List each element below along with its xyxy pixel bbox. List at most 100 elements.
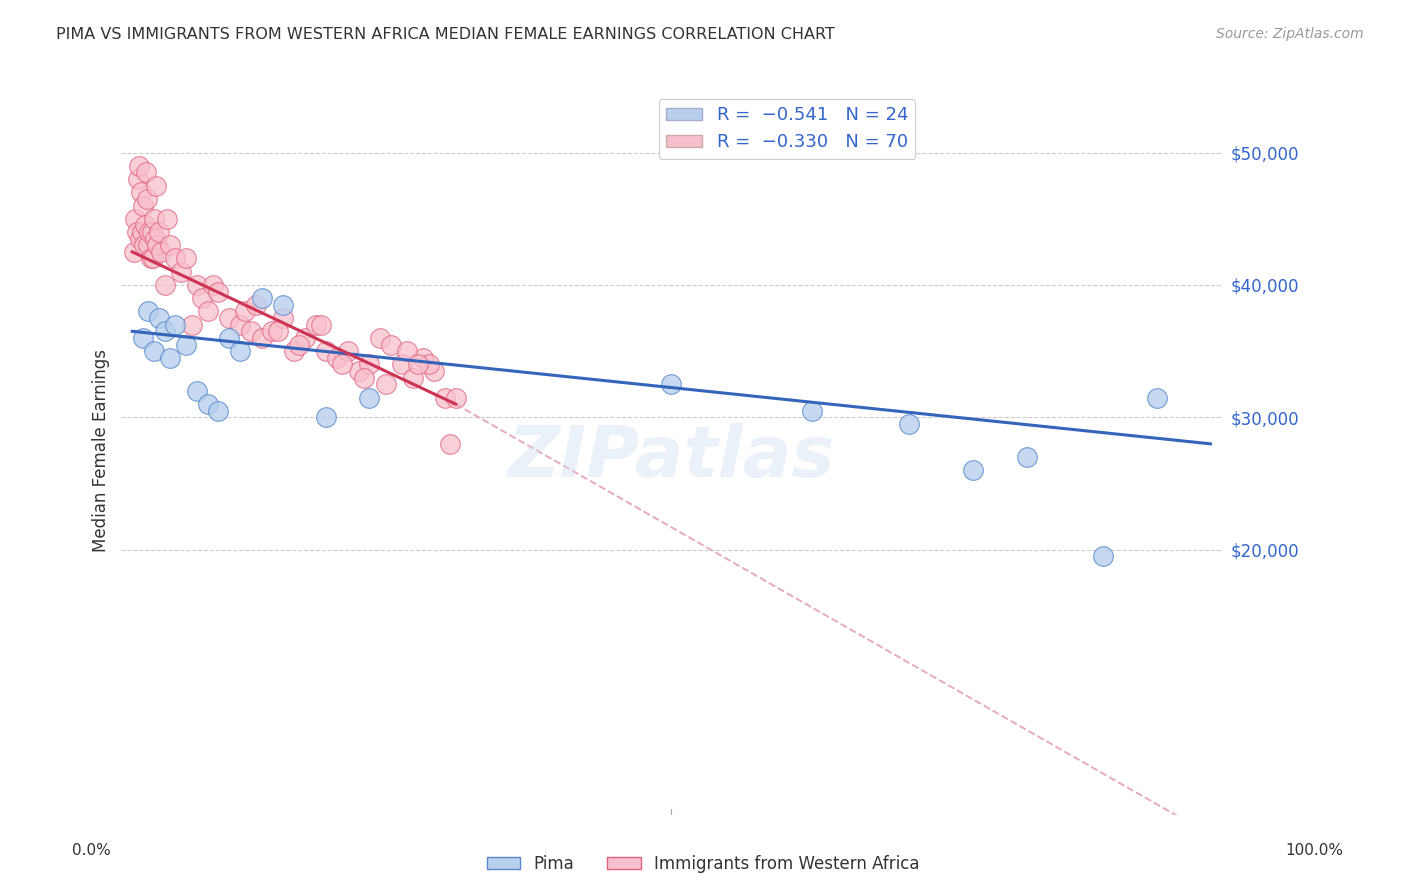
Point: [897, 417, 920, 431]
Point: [142, 211, 165, 226]
Point: [336, 344, 359, 359]
Point: [1091, 549, 1114, 564]
Point: [262, 324, 284, 338]
Point: [309, 318, 332, 332]
Point: [250, 291, 273, 305]
Point: [659, 377, 682, 392]
Point: [439, 437, 461, 451]
Point: [134, 219, 156, 233]
Point: [129, 186, 152, 200]
Point: [159, 351, 181, 365]
Point: [396, 344, 419, 359]
Text: ZIPatlas: ZIPatlas: [508, 423, 835, 491]
Point: [218, 311, 240, 326]
Legend: R =  −0.541   N = 24, R =  −0.330   N = 70: R = −0.541 N = 24, R = −0.330 N = 70: [659, 99, 915, 159]
Point: [128, 159, 150, 173]
Point: [128, 232, 150, 246]
Point: [1017, 450, 1039, 464]
Point: [380, 337, 402, 351]
Point: [412, 351, 434, 365]
Point: [1146, 391, 1168, 405]
Point: [180, 318, 202, 332]
Point: [197, 304, 219, 318]
Point: [165, 318, 187, 332]
Point: [401, 370, 423, 384]
Point: [418, 358, 440, 372]
Point: [250, 331, 273, 345]
Point: [288, 337, 311, 351]
Point: [174, 337, 197, 351]
Point: [444, 391, 467, 405]
Point: [174, 252, 197, 266]
Text: Source: ZipAtlas.com: Source: ZipAtlas.com: [1216, 27, 1364, 41]
Point: [138, 304, 160, 318]
Point: [962, 463, 984, 477]
Point: [304, 318, 326, 332]
Point: [156, 211, 179, 226]
Point: [165, 252, 187, 266]
Point: [132, 198, 155, 212]
Point: [124, 211, 146, 226]
Point: [132, 238, 155, 252]
Point: [132, 331, 155, 345]
Point: [347, 364, 370, 378]
Text: PIMA VS IMMIGRANTS FROM WESTERN AFRICA MEDIAN FEMALE EARNINGS CORRELATION CHART: PIMA VS IMMIGRANTS FROM WESTERN AFRICA M…: [56, 27, 835, 42]
Point: [135, 165, 157, 179]
Point: [141, 225, 163, 239]
Point: [229, 344, 252, 359]
Point: [127, 172, 149, 186]
Point: [800, 403, 823, 417]
Point: [332, 358, 354, 372]
Point: [153, 277, 176, 292]
Point: [315, 410, 337, 425]
Point: [245, 298, 267, 312]
Point: [406, 358, 429, 372]
Point: [294, 331, 316, 345]
Point: [191, 291, 214, 305]
Point: [197, 397, 219, 411]
Point: [235, 304, 257, 318]
Point: [125, 225, 148, 239]
Point: [170, 265, 193, 279]
Point: [229, 318, 252, 332]
Point: [353, 370, 375, 384]
Point: [374, 377, 396, 392]
Point: [359, 358, 381, 372]
Point: [207, 285, 229, 299]
Point: [150, 244, 173, 259]
Point: [142, 344, 165, 359]
Point: [202, 277, 225, 292]
Point: [148, 225, 170, 239]
Legend: Pima, Immigrants from Western Africa: Pima, Immigrants from Western Africa: [479, 848, 927, 880]
Text: 0.0%: 0.0%: [72, 843, 111, 858]
Point: [271, 311, 294, 326]
Point: [391, 358, 413, 372]
Point: [359, 391, 381, 405]
Point: [368, 331, 391, 345]
Point: [423, 364, 446, 378]
Point: [148, 311, 170, 326]
Point: [142, 252, 165, 266]
Point: [283, 344, 305, 359]
Point: [146, 238, 169, 252]
Point: [131, 225, 153, 239]
Text: 100.0%: 100.0%: [1285, 843, 1344, 858]
Point: [267, 324, 290, 338]
Point: [124, 244, 146, 259]
Point: [143, 232, 166, 246]
Point: [186, 277, 208, 292]
Point: [315, 344, 337, 359]
Point: [239, 324, 262, 338]
Point: [271, 298, 294, 312]
Point: [218, 331, 240, 345]
Point: [159, 238, 181, 252]
Point: [138, 225, 160, 239]
Point: [207, 403, 229, 417]
Point: [145, 178, 167, 193]
Point: [138, 238, 160, 252]
Point: [186, 384, 208, 398]
Point: [153, 324, 176, 338]
Point: [326, 351, 349, 365]
Point: [136, 192, 159, 206]
Y-axis label: Median Female Earnings: Median Female Earnings: [93, 349, 110, 552]
